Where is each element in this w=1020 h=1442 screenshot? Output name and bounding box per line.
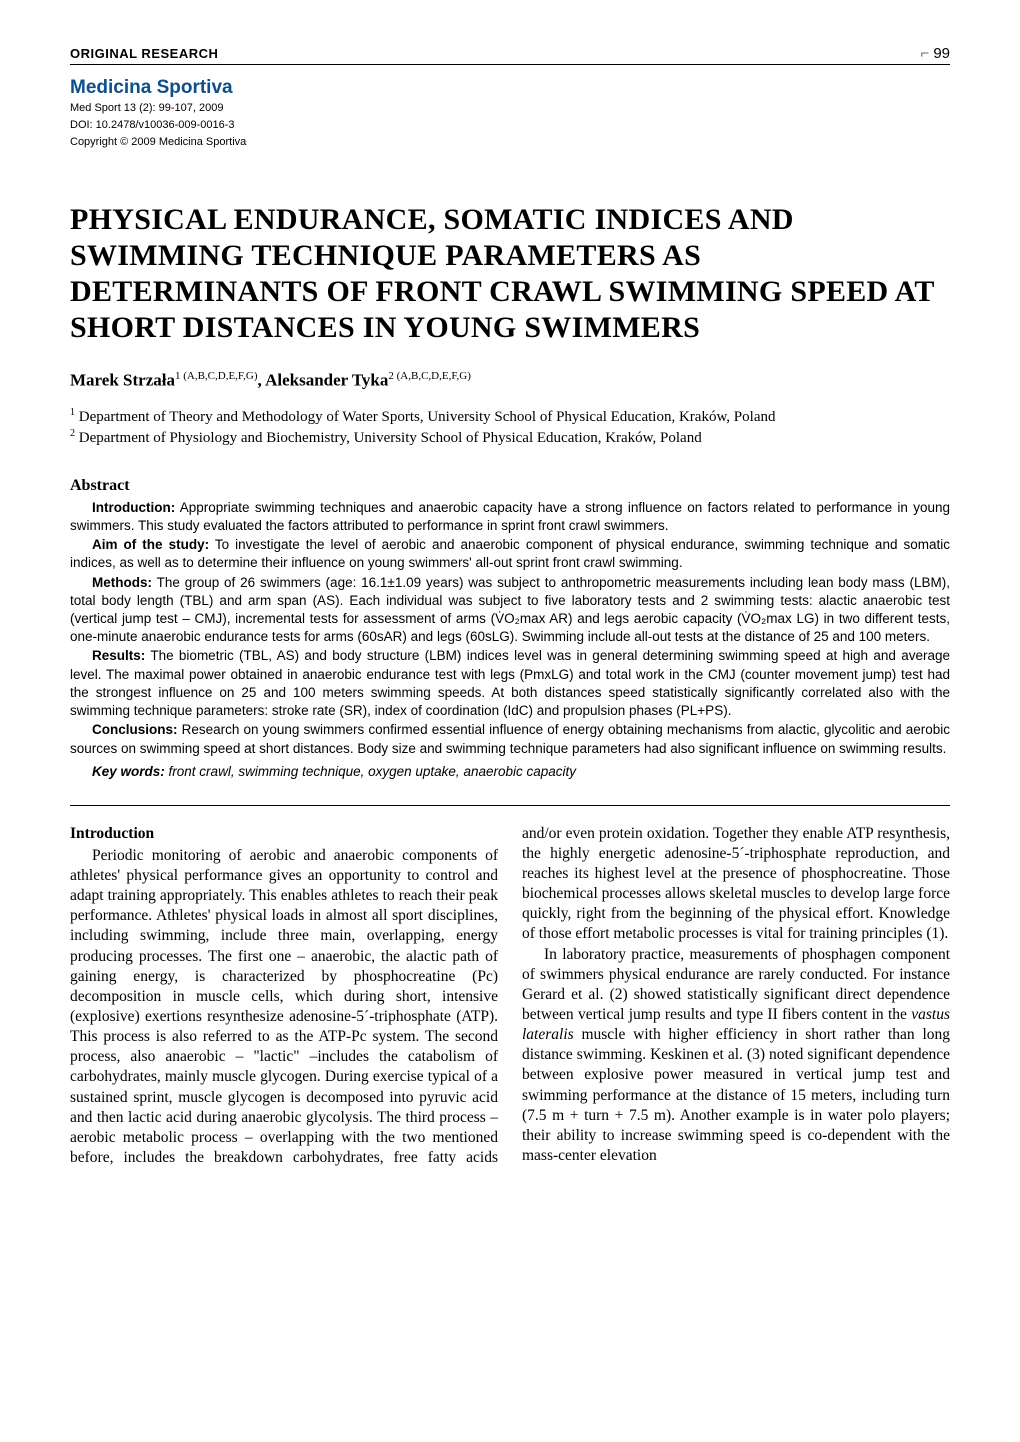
section-label: ORIGINAL RESEARCH	[70, 46, 218, 61]
journal-block: Medicina Sportiva Med Sport 13 (2): 99-1…	[70, 77, 950, 150]
abstract-label: Introduction:	[92, 500, 175, 515]
abstract-label: Conclusions:	[92, 722, 178, 737]
abstract-label: Methods:	[92, 575, 152, 590]
abstract-text: Research on young swimmers confirmed ess…	[70, 722, 950, 755]
abstract-label: Results:	[92, 648, 145, 663]
affil-num: 2	[70, 428, 75, 439]
keywords: Key words: front crawl, swimming techniq…	[70, 764, 950, 779]
keywords-label: Key words:	[92, 764, 165, 779]
journal-citation: Med Sport 13 (2): 99-107, 2009	[70, 101, 950, 116]
journal-doi: DOI: 10.2478/v10036-009-0016-3	[70, 118, 950, 133]
abstract-methods: Methods: The group of 26 swimmers (age: …	[70, 574, 950, 647]
intro-heading: Introduction	[70, 824, 498, 844]
affil-text: Department of Theory and Methodology of …	[79, 409, 776, 425]
affil-num: 1	[70, 407, 75, 418]
journal-copyright: Copyright © 2009 Medicina Sportiva	[70, 135, 950, 150]
keywords-text: front crawl, swimming technique, oxygen …	[169, 764, 576, 779]
abstract-results: Results: The biometric (TBL, AS) and bod…	[70, 647, 950, 720]
abstract-label: Aim of the study:	[92, 537, 209, 552]
affiliations: 1 Department of Theory and Methodology o…	[70, 406, 950, 449]
affiliation-2: 2 Department of Physiology and Biochemis…	[70, 427, 950, 448]
abstract-conclusions: Conclusions: Research on young swimmers …	[70, 721, 950, 757]
abstract-text: Appropriate swimming techniques and anae…	[70, 500, 950, 533]
intro-paragraph-2: In laboratory practice, measurements of …	[522, 945, 950, 1167]
journal-name: Medicina Sportiva	[70, 77, 950, 99]
abstract-aim: Aim of the study: To investigate the lev…	[70, 536, 950, 572]
article-title: PHYSICAL ENDURANCE, SOMATIC INDICES AND …	[70, 202, 950, 346]
abstract-text: The group of 26 swimmers (age: 16.1±1.09…	[70, 575, 950, 645]
abstract-text: The biometric (TBL, AS) and body structu…	[70, 648, 950, 718]
abstract-heading: Abstract	[70, 477, 950, 495]
body-text: Introduction Periodic monitoring of aero…	[70, 824, 950, 1168]
abstract-intro: Introduction: Appropriate swimming techn…	[70, 499, 950, 535]
affiliation-1: 1 Department of Theory and Methodology o…	[70, 406, 950, 427]
page-number: 99	[920, 45, 950, 62]
header-bar: ORIGINAL RESEARCH 99	[70, 45, 950, 65]
divider	[70, 805, 950, 806]
authors: Marek Strzała1 (A,B,C,D,E,F,G), Aleksand…	[70, 370, 950, 391]
affil-text: Department of Physiology and Biochemistr…	[79, 430, 702, 446]
abstract: Abstract Introduction: Appropriate swimm…	[70, 477, 950, 779]
